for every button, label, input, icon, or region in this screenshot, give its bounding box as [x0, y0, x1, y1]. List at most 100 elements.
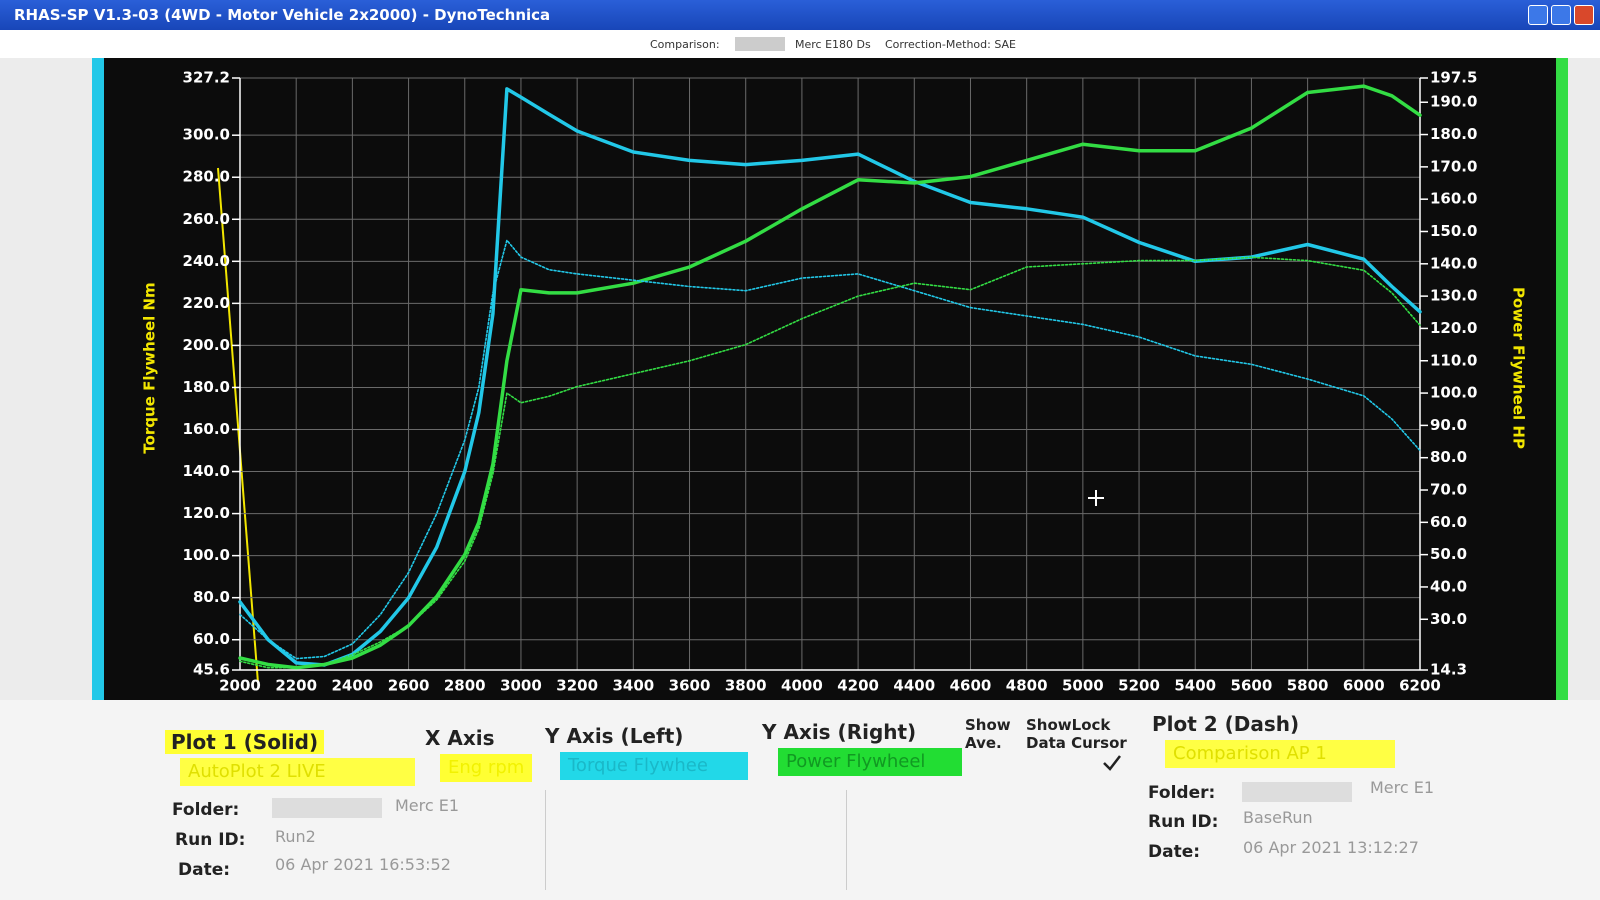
x-tick-label: 3000	[500, 677, 542, 695]
x-tick-label: 6000	[1343, 677, 1385, 695]
x-tick-label: 2800	[444, 677, 486, 695]
y2-tick-label: 150.0	[1430, 222, 1477, 240]
plot1-run-id-label: Run ID:	[175, 830, 246, 850]
y2-tick-label: 160.0	[1430, 190, 1477, 208]
y-tick-label: 327.2	[183, 69, 230, 87]
redacted-box	[272, 798, 382, 818]
plot-background	[104, 58, 1556, 700]
y-tick-label: 220.0	[183, 294, 230, 312]
y-right-heading: Y Axis (Right)	[762, 720, 917, 744]
title-bar: RHAS-SP V1.3-03 (4WD - Motor Vehicle 2x2…	[0, 0, 1600, 30]
x-tick-label: 4800	[1006, 677, 1048, 695]
window-buttons	[1528, 5, 1594, 25]
y-tick-label: 120.0	[183, 504, 230, 522]
window-title: RHAS-SP V1.3-03 (4WD - Motor Vehicle 2x2…	[14, 6, 551, 24]
y-tick-label: 160.0	[183, 420, 230, 438]
solid-series-line	[238, 84, 1422, 670]
y-axis-title: Torque Flywheel Nm	[141, 282, 159, 453]
dashed-series-line	[239, 239, 1421, 660]
x-tick-label: 5600	[1231, 677, 1273, 695]
plot2-date-label: Date:	[1148, 842, 1201, 862]
y-tick-label: 180.0	[183, 378, 230, 396]
x-tick-label: 5800	[1287, 677, 1329, 695]
plot1-select[interactable]: AutoPlot 2 LIVE	[180, 758, 415, 786]
chart: Torque Flywheel Nm Power Flywheel HP 200…	[92, 58, 1568, 700]
x-tick-label: 3400	[612, 677, 654, 695]
comparison-label: Comparison:	[650, 38, 720, 51]
x-tick-label: 4000	[781, 677, 823, 695]
plot1-date: 06 Apr 2021 16:53:52	[275, 855, 451, 874]
chart-header: Comparison: Merc E180 Ds Correction-Meth…	[0, 30, 1600, 58]
plot2-select[interactable]: Comparison AP 1	[1165, 740, 1395, 768]
plot2-date: 06 Apr 2021 13:12:27	[1243, 838, 1419, 857]
y2-tick-label: 60.0	[1430, 513, 1467, 531]
y2-tick-label: 100.0	[1430, 384, 1477, 402]
maximize-button[interactable]	[1551, 5, 1571, 25]
x-tick-label: 2600	[388, 677, 430, 695]
y2-tick-label: 190.0	[1430, 93, 1477, 111]
x-tick-label: 4600	[950, 677, 992, 695]
dashed-series-line	[239, 256, 1421, 669]
y2-tick-label: 180.0	[1430, 125, 1477, 143]
y-tick-label: 45.6	[193, 661, 230, 679]
plot1-folder-label: Folder:	[172, 800, 240, 820]
plot1-folder: Merc E1	[395, 796, 460, 815]
y2-tick-label: 14.3	[1430, 661, 1467, 679]
x-tick-label: 3600	[669, 677, 711, 695]
y-tick-label: 240.0	[183, 252, 230, 270]
x-tick-label: 6200	[1399, 677, 1441, 695]
x-tick-label: 4400	[893, 677, 935, 695]
comparison-name: Merc E180 Ds	[795, 38, 871, 51]
x-tick-label: 2200	[275, 677, 317, 695]
control-panel: Plot 1 (Solid) AutoPlot 2 LIVE X Axis En…	[0, 700, 1600, 900]
plot2-heading: Plot 2 (Dash)	[1152, 712, 1300, 736]
plot1-date-label: Date:	[178, 860, 231, 880]
plot2-folder: Merc E1	[1370, 778, 1435, 797]
x-axis-heading: X Axis	[425, 726, 495, 750]
x-axis-select[interactable]: Eng rpm	[440, 754, 532, 782]
y-left-heading: Y Axis (Left)	[545, 724, 684, 748]
y2-tick-label: 90.0	[1430, 416, 1467, 434]
y2-tick-label: 197.5	[1430, 69, 1477, 87]
x-tick-label: 4200	[837, 677, 879, 695]
plot2-run-id-label: Run ID:	[1148, 812, 1219, 832]
y-right-select[interactable]: Power Flywheel	[778, 748, 962, 776]
y-tick-label: 300.0	[183, 126, 230, 144]
show-lock-label: ShowLock Data Cursor	[1026, 716, 1127, 752]
plot1-run-id: Run2	[275, 827, 316, 846]
plot2-run-id: BaseRun	[1243, 808, 1313, 827]
left-strip	[92, 58, 104, 700]
plot2-folder-label: Folder:	[1148, 783, 1216, 803]
x-tick-label: 2400	[332, 677, 374, 695]
y2-tick-label: 30.0	[1430, 610, 1467, 628]
x-tick-label: 5000	[1062, 677, 1104, 695]
y2-axis-title: Power Flywheel HP	[1510, 287, 1528, 449]
y2-tick-label: 170.0	[1430, 157, 1477, 175]
y-tick-label: 100.0	[183, 546, 230, 564]
x-tick-label: 3200	[556, 677, 598, 695]
data-cursor-checkbox[interactable]	[1100, 752, 1124, 774]
y-tick-label: 60.0	[193, 630, 230, 648]
x-tick-label: 5200	[1118, 677, 1160, 695]
correction-method: Correction-Method: SAE	[885, 38, 1016, 51]
y-tick-label: 140.0	[183, 462, 230, 480]
plot1-heading: Plot 1 (Solid)	[165, 730, 325, 754]
y-tick-label: 280.0	[183, 168, 230, 186]
empty-field	[545, 790, 847, 890]
minimize-button[interactable]	[1528, 5, 1548, 25]
y2-tick-label: 130.0	[1430, 287, 1477, 305]
y-tick-label: 200.0	[183, 336, 230, 354]
y-left-select[interactable]: Torque Flywhee	[560, 752, 748, 780]
close-button[interactable]	[1574, 5, 1594, 25]
show-ave-label: Show Ave.	[965, 716, 1011, 752]
redacted-box	[1242, 782, 1352, 802]
cursor-line	[217, 167, 259, 684]
y2-tick-label: 120.0	[1430, 319, 1477, 337]
y-tick-label: 80.0	[193, 588, 230, 606]
redacted-box	[735, 37, 785, 51]
crosshair	[1088, 490, 1104, 506]
x-tick-label: 3800	[725, 677, 767, 695]
y2-tick-label: 40.0	[1430, 577, 1467, 595]
x-tick-label: 5400	[1174, 677, 1216, 695]
